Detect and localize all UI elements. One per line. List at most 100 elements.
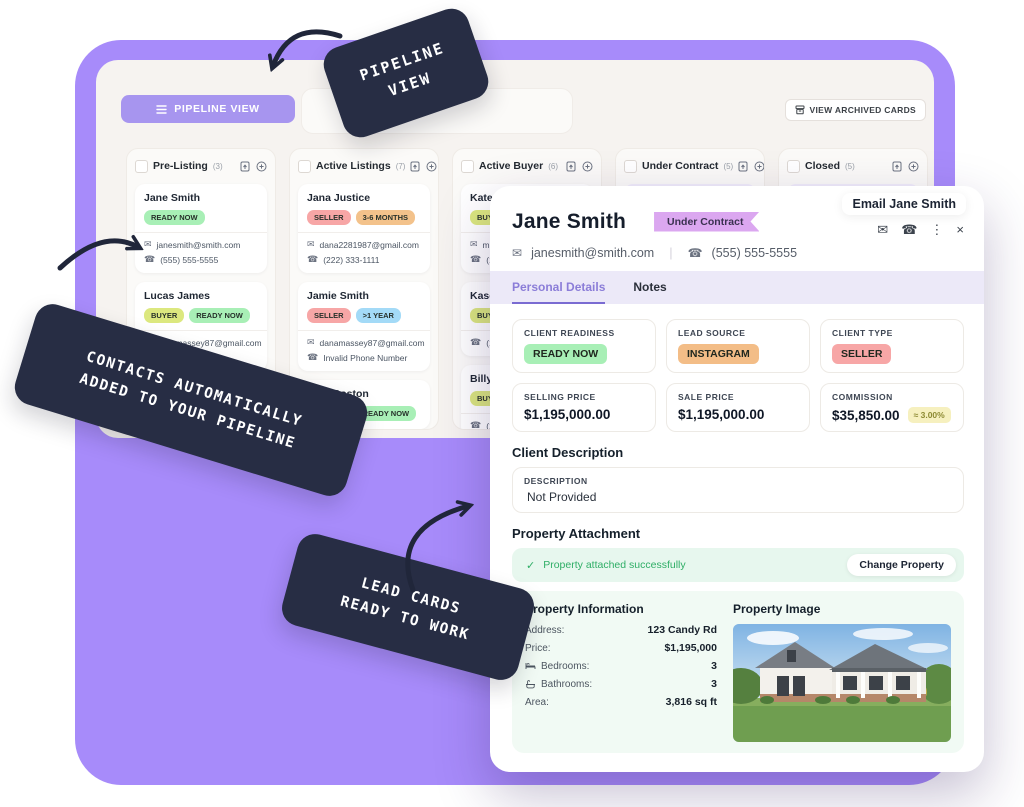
export-icon[interactable] [566, 161, 576, 172]
check-icon: ✓ [526, 559, 536, 572]
email-icon: ✉ [307, 239, 315, 249]
export-icon[interactable] [410, 161, 420, 172]
divider [298, 330, 430, 331]
view-archived-button[interactable]: VIEW ARCHIVED CARDS [784, 99, 926, 121]
sale-price-value: $1,195,000.00 [678, 407, 765, 422]
lead-phone: (222) 333-1111 [323, 254, 380, 265]
add-card-icon[interactable] [256, 161, 267, 172]
view-archived-label: VIEW ARCHIVED CARDS [809, 105, 916, 115]
list-icon [156, 104, 167, 114]
column-title: Active Buyer [479, 160, 544, 172]
phone-icon: ☎ [470, 420, 482, 430]
export-icon[interactable] [240, 161, 250, 172]
archive-icon [795, 105, 805, 115]
app-toolbar: PIPELINE VIEW VIEW ARCHIVED CARDS [96, 60, 934, 148]
column-count: (7) [395, 161, 406, 171]
property-photo [733, 624, 951, 742]
field-label: CLIENT TYPE [832, 328, 893, 338]
property-image-block: Property Image [733, 602, 951, 742]
lead-card-jane-smith[interactable]: Jane Smith READY NOW ✉ janesmith@smith.co… [135, 184, 267, 273]
bedrooms-label: Bedrooms: [541, 660, 590, 672]
price-label: Price: [525, 642, 551, 654]
lead-email: janesmith@smith.com [531, 245, 655, 260]
call-action-icon[interactable]: ☎ [901, 222, 918, 237]
field-selling-price: SELLING PRICE $1,195,000.00 [512, 383, 656, 432]
email-icon: ✉ [307, 337, 315, 347]
phone-icon: ☎ [307, 254, 319, 264]
modal-body: CLIENT READINESS READY NOW LEAD SOURCE I… [490, 304, 984, 767]
lead-email: janesmith@smith.com [156, 239, 241, 250]
readiness-badge: READY NOW [524, 344, 608, 364]
lead-phone: (555) 555-5555 [160, 254, 219, 265]
lead-card-jana-justice[interactable]: Jana Justice SELLER 3-6 MONTHS ✉ dana2281… [298, 184, 430, 273]
column-count: (3) [212, 161, 223, 171]
property-panel: Property Information Address: 123 Candy R… [512, 591, 964, 753]
lead-email: danamassey87@gmail.com [156, 337, 262, 348]
lead-phone: Invalid Phone Number [323, 352, 408, 363]
address-value: 123 Candy Rd [647, 624, 717, 636]
add-card-icon[interactable] [426, 161, 437, 172]
change-property-button[interactable]: Change Property [847, 554, 956, 576]
lead-name: Jane Smith [144, 192, 201, 204]
bedrooms-value: 3 [711, 660, 717, 672]
pipeline-view-label: PIPELINE VIEW [174, 103, 260, 115]
column-count: (6) [548, 161, 558, 171]
column-title: Active Listings [316, 160, 391, 172]
column-checkbox[interactable] [787, 159, 800, 173]
bed-icon [525, 662, 536, 670]
lead-name: Jana Justice [307, 192, 371, 204]
column-checkbox[interactable] [135, 159, 148, 173]
lead-card-jamie-smith[interactable]: Jamie Smith SELLER >1 YEAR ✉ danamassey87… [298, 282, 430, 371]
status-badge: READY NOW [189, 308, 250, 323]
divider [135, 330, 267, 331]
property-info-title: Property Information [525, 602, 644, 616]
house-illustration [733, 624, 951, 742]
divider [135, 232, 267, 233]
email-action-icon[interactable]: ✉ [877, 222, 889, 237]
lead-detail-modal: Email Jane Smith Jane Smith Under Contra… [490, 186, 984, 772]
modal-header: Jane Smith Under Contract ✉ ☎ ⋮ × [490, 186, 984, 237]
close-icon[interactable]: × [956, 222, 964, 237]
area-value: 3,816 sq ft [665, 696, 717, 708]
field-label: SELLING PRICE [524, 392, 596, 402]
column-header: Under Contract (5) [624, 157, 764, 175]
status-badge: BUYER [144, 308, 185, 323]
property-info: Property Information Address: 123 Candy R… [525, 602, 717, 742]
status-badge: READY NOW [144, 210, 205, 225]
export-icon[interactable] [738, 161, 748, 172]
lead-email: danamassey87@gmail.com [319, 337, 425, 348]
attachment-status: Property attached successfully [543, 559, 686, 571]
phone-icon: ☎ [144, 254, 156, 264]
property-image-title: Property Image [733, 602, 821, 616]
tab-notes[interactable]: Notes [633, 280, 667, 294]
column-count: (5) [723, 161, 734, 171]
pipeline-view-button[interactable]: PIPELINE VIEW [121, 95, 295, 123]
lead-name: Lucas James [144, 290, 210, 302]
field-label: LEAD SOURCE [678, 328, 746, 338]
field-label: SALE PRICE [678, 392, 735, 402]
stage-ribbon: Under Contract [654, 212, 759, 232]
column-checkbox[interactable] [461, 159, 474, 173]
description-card: DESCRIPTION Not Provided [512, 467, 964, 513]
email-icon: ✉ [470, 239, 478, 249]
modal-tabs: Personal Details Notes [490, 271, 984, 304]
add-card-icon[interactable] [754, 161, 764, 172]
attachment-banner: ✓ Property attached successfully Change … [512, 548, 964, 582]
selling-price-value: $1,195,000.00 [524, 407, 611, 422]
add-card-icon[interactable] [908, 161, 919, 172]
address-label: Address: [525, 624, 565, 636]
tab-personal-details[interactable]: Personal Details [512, 280, 606, 304]
export-icon[interactable] [892, 161, 902, 172]
column-checkbox[interactable] [298, 159, 311, 173]
lead-name: Jamie Smith [307, 290, 369, 302]
bathrooms-value: 3 [711, 678, 717, 690]
status-badge: >1 YEAR [355, 308, 401, 323]
field-label: COMMISSION [832, 392, 893, 402]
contact-row: ✉ janesmith@smith.com | ☎ (555) 555-5555 [490, 236, 984, 271]
phone-icon: ☎ [307, 352, 319, 362]
email-tooltip: Email Jane Smith [842, 193, 966, 215]
column-checkbox[interactable] [624, 159, 637, 173]
add-card-icon[interactable] [582, 161, 593, 172]
more-options-icon[interactable]: ⋮ [930, 222, 944, 237]
